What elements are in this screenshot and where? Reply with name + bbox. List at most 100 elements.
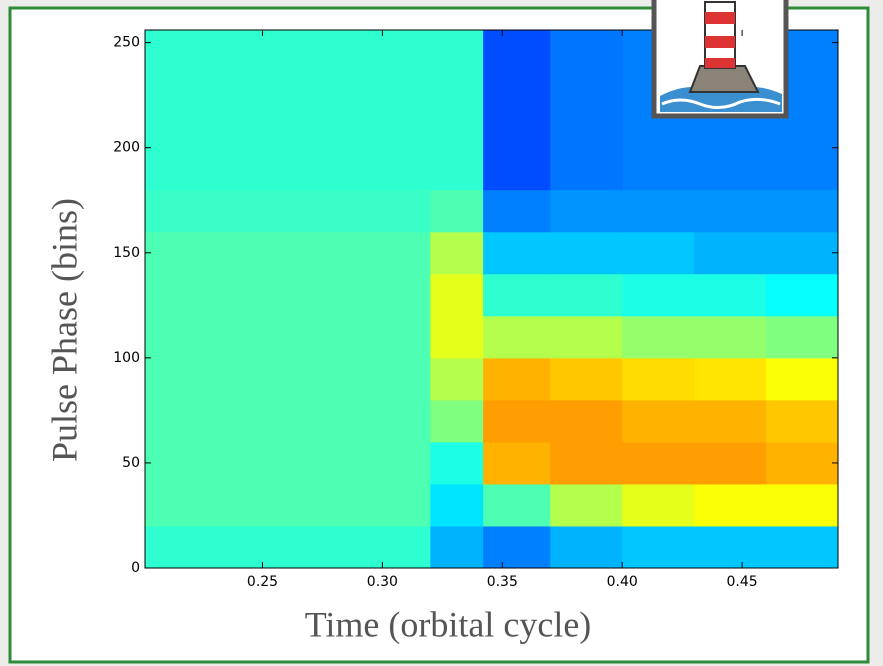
- heatmap-cell: [622, 525, 695, 569]
- heatmap-cell: [766, 483, 839, 527]
- y-tick-label: 250: [113, 35, 140, 51]
- y-tick-label: 50: [122, 455, 140, 471]
- heatmap-cell: [483, 357, 551, 401]
- heatmap-cell: [694, 525, 767, 569]
- heatmap-cell: [430, 189, 484, 233]
- heatmap-cell: [622, 273, 695, 317]
- x-tick-label: 0.35: [487, 574, 518, 590]
- heatmap-cell: [766, 273, 839, 317]
- heatmap-cell: [286, 315, 359, 359]
- heatmap-cell: [550, 399, 623, 443]
- heatmap-cell: [214, 189, 287, 233]
- heatmap-cell: [622, 189, 695, 233]
- x-tick-label: 0.45: [726, 574, 757, 590]
- y-tick-label: 100: [113, 350, 140, 366]
- heatmap-cell: [622, 231, 695, 275]
- heatmap-cell: [286, 525, 359, 569]
- heatmap-cell: [550, 483, 623, 527]
- lighthouse-picture: [651, 0, 789, 119]
- heatmap-cell: [766, 525, 839, 569]
- heatmap-cell: [358, 273, 431, 317]
- heatmap-cell: [145, 273, 216, 317]
- heatmap-cell: [358, 399, 431, 443]
- x-tick-label: 0.30: [367, 574, 398, 590]
- heatmap-cell: [214, 30, 287, 107]
- heatmap-cell: [286, 189, 359, 233]
- heatmap-cell: [694, 231, 767, 275]
- heatmap-cell: [430, 30, 484, 107]
- heatmap-cell: [483, 483, 551, 527]
- heatmap-cell: [694, 189, 767, 233]
- heatmap-cell: [430, 315, 484, 359]
- heatmap-cell: [286, 483, 359, 527]
- heatmap-cell: [358, 357, 431, 401]
- heatmap-cell: [430, 357, 484, 401]
- heatmap-cell: [286, 147, 359, 191]
- heatmap-cell: [430, 105, 484, 149]
- heatmap-cell: [550, 30, 623, 107]
- heatmap-cell: [766, 441, 839, 485]
- heatmap-cell: [622, 441, 695, 485]
- heatmap-cell: [483, 189, 551, 233]
- heatmap-cell: [358, 189, 431, 233]
- heatmap-cell: [430, 483, 484, 527]
- heatmap-cell: [483, 399, 551, 443]
- heatmap-cell: [430, 231, 484, 275]
- heatmap-cell: [483, 231, 551, 275]
- heatmap-cell: [766, 357, 839, 401]
- heatmap-cell: [286, 231, 359, 275]
- heatmap-cell: [550, 189, 623, 233]
- heatmap-cell: [214, 147, 287, 191]
- heatmap-cell: [766, 189, 839, 233]
- heatmap-cell: [286, 399, 359, 443]
- heatmap-cell: [358, 147, 431, 191]
- heatmap-cell: [145, 189, 216, 233]
- heatmap-cell: [145, 399, 216, 443]
- heatmap-cell: [286, 273, 359, 317]
- heatmap-cell: [145, 441, 216, 485]
- heatmap-cell: [550, 105, 623, 149]
- heatmap-cell: [286, 441, 359, 485]
- heatmap-cell: [145, 105, 216, 149]
- heatmap-cell: [483, 105, 551, 149]
- heatmap-cell: [214, 483, 287, 527]
- heatmap-cell: [214, 357, 287, 401]
- heatmap-cell: [483, 147, 551, 191]
- heatmap-cell: [550, 231, 623, 275]
- heatmap-cell: [430, 441, 484, 485]
- heatmap-cell: [286, 105, 359, 149]
- heatmap-cell: [550, 525, 623, 569]
- heatmap-cell: [483, 30, 551, 107]
- heatmap-cell: [694, 483, 767, 527]
- heatmap-cell: [622, 483, 695, 527]
- heatmap-cell: [145, 525, 216, 569]
- heatmap-cell: [694, 315, 767, 359]
- heatmap-cell: [358, 525, 431, 569]
- heatmap-cell: [694, 273, 767, 317]
- heatmap-cell: [214, 273, 287, 317]
- y-tick-label: 150: [113, 245, 140, 261]
- heatmap-cell: [483, 441, 551, 485]
- heatmap-cell: [214, 105, 287, 149]
- heatmap-cell: [214, 525, 287, 569]
- heatmap-cell: [358, 315, 431, 359]
- heatmap-cell: [694, 147, 767, 191]
- heatmap-cell: [430, 273, 484, 317]
- heatmap-cell: [145, 231, 216, 275]
- heatmap-cell: [766, 399, 839, 443]
- heatmap-cell: [358, 30, 431, 107]
- heatmap-cell: [622, 315, 695, 359]
- heatmap-cell: [286, 30, 359, 107]
- heatmap-cell: [145, 30, 216, 107]
- heatmap-cell: [766, 147, 839, 191]
- heatmap-cell: [145, 483, 216, 527]
- y-tick-label: 200: [113, 140, 140, 156]
- heatmap-cell: [214, 399, 287, 443]
- heatmap-cell: [145, 357, 216, 401]
- heatmap-cell: [766, 231, 839, 275]
- heatmap-cell: [694, 357, 767, 401]
- heatmap-cell: [550, 441, 623, 485]
- heatmap-cell: [430, 399, 484, 443]
